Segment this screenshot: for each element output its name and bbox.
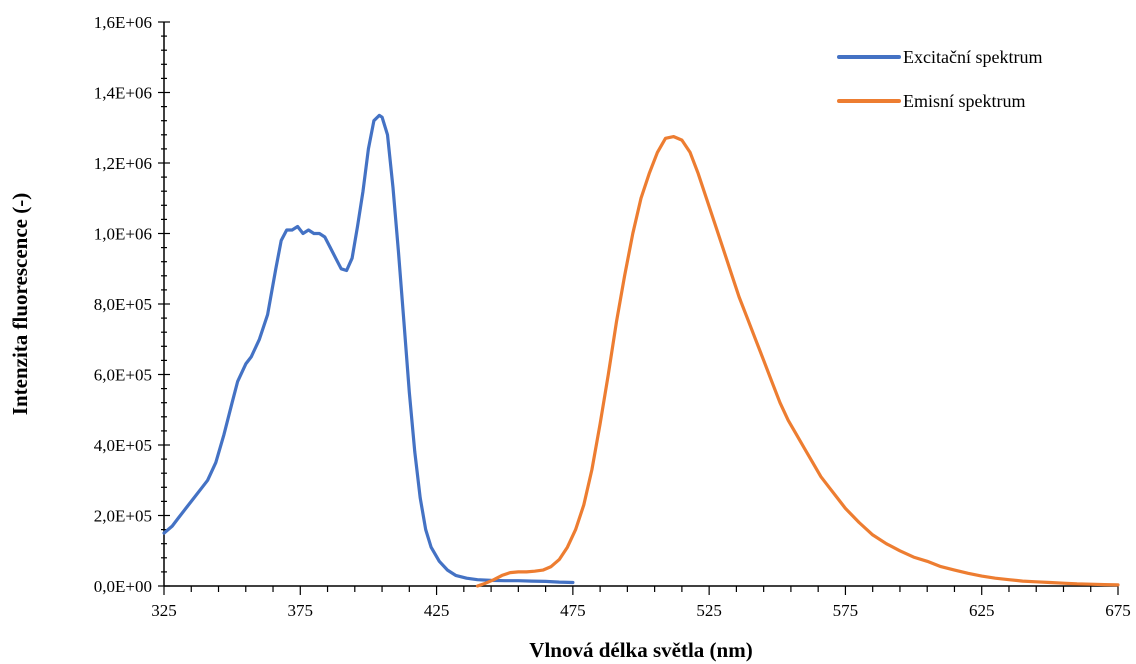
- x-tick-label: 575: [833, 601, 859, 620]
- series-layer: [162, 113, 1120, 588]
- x-tick-label: 475: [560, 601, 586, 620]
- x-tick-label: 375: [288, 601, 314, 620]
- x-tick-label: 325: [151, 601, 177, 620]
- y-tick-label: 2,0E+05: [94, 507, 152, 526]
- legend-label-excitation: Excitační spektrum: [903, 47, 1042, 67]
- y-tick-label: 8,0E+05: [94, 295, 152, 314]
- x-tick-label: 625: [969, 601, 995, 620]
- legend: Excitační spektrum Emisní spektrum: [837, 47, 1042, 111]
- series-line-emission: [475, 135, 1120, 588]
- x-tick-label: 675: [1105, 601, 1131, 620]
- y-tick-label: 1,0E+06: [94, 225, 152, 244]
- y-tick-label: 4,0E+05: [94, 436, 152, 455]
- y-tick-label: 1,2E+06: [94, 154, 152, 173]
- series-line-excitation: [162, 113, 575, 585]
- x-ticks: 325 375 425 475 525 575 625 675: [151, 586, 1131, 620]
- y-tick-label: 1,6E+06: [94, 13, 152, 32]
- y-axis-title: Intenzita fluorescence (-): [8, 193, 32, 415]
- legend-label-emission: Emisní spektrum: [903, 91, 1026, 111]
- y-ticks: 0,0E+00 2,0E+05 4,0E+05 6,0E+05 8,0E+05 1,0E+…: [94, 13, 170, 596]
- y-tick-label: 1,4E+06: [94, 84, 152, 103]
- x-tick-label: 425: [424, 601, 450, 620]
- x-axis-title: Vlnová délka světla (nm): [529, 638, 752, 662]
- x-tick-label: 525: [696, 601, 722, 620]
- y-tick-label: 6,0E+05: [94, 366, 152, 385]
- y-tick-label: 0,0E+00: [94, 577, 152, 596]
